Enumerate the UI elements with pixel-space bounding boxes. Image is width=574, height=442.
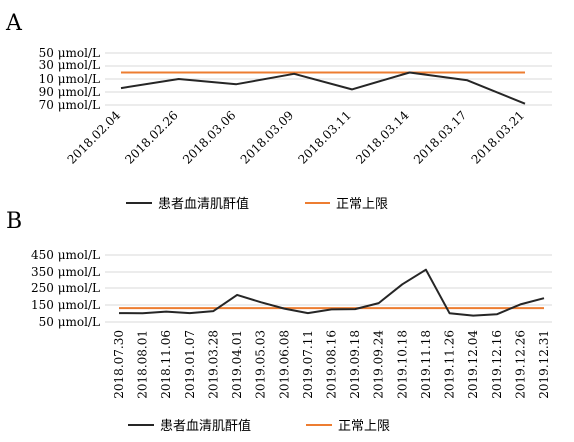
panel-a-y-ticks: 50 μmol/L30 μmol/L10 μmol/L90 μmol/L70 μ… — [39, 46, 100, 112]
panel-a-label: A — [5, 11, 23, 36]
series-line-patient — [120, 71, 526, 105]
panel-b-series — [118, 268, 545, 317]
x-tick-label: 2019.09.24 — [372, 330, 386, 399]
legend-label-patient-b: 患者血清肌酐值 — [160, 418, 251, 434]
panel-b-gridlines — [105, 254, 552, 323]
panel-b-legend: 患者血清肌酐值 正常上限 — [128, 418, 390, 434]
x-tick-label: 2019.10.18 — [395, 330, 409, 399]
legend-label-limit-b: 正常上限 — [338, 419, 390, 434]
x-tick-label: 2018.03.09 — [238, 108, 296, 166]
x-tick-label: 2018.03.14 — [353, 108, 412, 167]
x-tick-label: 2019.07.11 — [301, 330, 315, 399]
panel-b: B 450 μmol/L 350 μmol/L 250 μmol/L 150 μmol… — [6, 209, 552, 434]
y-tick-label: 150 μmol/L — [31, 298, 100, 312]
x-tick-label: 2018.11.06 — [159, 330, 173, 399]
panel-b-label: B — [6, 209, 22, 234]
panel-a-gridlines — [105, 52, 552, 106]
x-tick-label: 2019.12.16 — [490, 330, 504, 399]
y-tick-label: 10 μmol/L — [39, 72, 100, 86]
y-tick-label: 30 μmol/L — [39, 58, 100, 72]
y-tick-label: 250 μmol/L — [31, 281, 100, 295]
x-tick-label: 2019.11.26 — [443, 330, 457, 399]
series-line-patient — [118, 268, 545, 317]
legend-label-limit-a: 正常上限 — [336, 197, 388, 212]
panel-b-x-ticks: 2018.07.30 2018.08.01 2018.11.06 2019.01.07… — [112, 330, 551, 399]
x-tick-label: 2018.03.21 — [469, 108, 527, 166]
x-tick-label: 2019.04.01 — [230, 330, 244, 399]
x-tick-label: 2019.01.07 — [183, 330, 197, 399]
y-tick-label: 70 μmol/L — [39, 98, 100, 112]
y-tick-label: 90 μmol/L — [39, 85, 100, 99]
x-tick-label: 2019.12.26 — [513, 330, 527, 399]
x-tick-label: 2019.12.31 — [537, 330, 551, 399]
x-tick-label: 2019.05.03 — [254, 330, 268, 399]
panel-a-series — [120, 71, 526, 105]
x-tick-label: 2018.07.30 — [112, 330, 126, 399]
y-tick-label: 350 μmol/L — [31, 265, 100, 279]
x-tick-label: 2019.08.16 — [325, 330, 339, 399]
x-tick-label: 2018.03.06 — [180, 108, 238, 166]
legend-label-patient-a: 患者血清肌酐值 — [158, 196, 249, 212]
y-tick-label: 50 μmol/L — [39, 46, 100, 60]
x-tick-label: 2019.03.28 — [206, 330, 220, 399]
x-tick-label: 2019.09.18 — [348, 330, 362, 399]
panel-a-legend: 患者血清肌酐值 正常上限 — [126, 196, 388, 212]
x-tick-label: 2019.11.18 — [419, 330, 433, 399]
x-tick-label: 2018.02.04 — [65, 108, 124, 167]
panel-a: A 50 μmol/L30 μmol/L10 μmol/L90 μmol/L70… — [5, 11, 552, 212]
y-tick-label: 450 μmol/L — [31, 248, 100, 262]
x-tick-label: 2018.08.01 — [136, 330, 150, 399]
y-tick-label: 50 μmol/L — [39, 315, 100, 329]
x-tick-label: 2019.06.08 — [277, 330, 291, 399]
x-tick-label: 2018.02.26 — [122, 108, 180, 166]
x-tick-label: 2018.03.17 — [411, 108, 469, 166]
x-tick-label: 2019.12.04 — [466, 330, 480, 399]
x-tick-label: 2018.03.11 — [295, 108, 353, 166]
panel-a-x-ticks: 2018.02.04 2018.02.26 2018.03.06 2018.03.09… — [65, 108, 527, 167]
panel-b-y-ticks: 450 μmol/L 350 μmol/L 250 μmol/L 150 μmol/L… — [31, 248, 100, 329]
